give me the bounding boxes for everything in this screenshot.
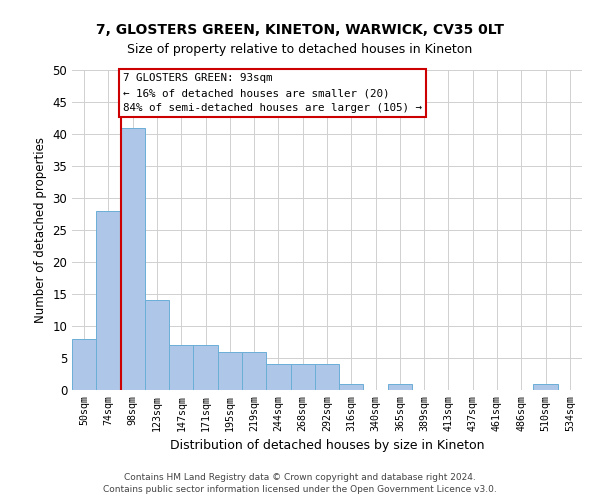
Bar [315, 364, 339, 390]
Y-axis label: Number of detached properties: Number of detached properties [34, 137, 47, 323]
Text: Contains HM Land Registry data © Crown copyright and database right 2024.
Contai: Contains HM Land Registry data © Crown c… [103, 472, 497, 494]
Bar [145, 300, 169, 390]
Text: 7 GLOSTERS GREEN: 93sqm
← 16% of detached houses are smaller (20)
84% of semi-de: 7 GLOSTERS GREEN: 93sqm ← 16% of detache… [123, 73, 422, 113]
Bar [242, 352, 266, 390]
Bar [533, 384, 558, 390]
Bar [121, 128, 145, 390]
Bar [72, 339, 96, 390]
Text: 7, GLOSTERS GREEN, KINETON, WARWICK, CV35 0LT: 7, GLOSTERS GREEN, KINETON, WARWICK, CV3… [96, 22, 504, 36]
Bar [290, 364, 315, 390]
Bar [339, 384, 364, 390]
Bar [169, 345, 193, 390]
Bar [96, 211, 121, 390]
Bar [388, 384, 412, 390]
Bar [218, 352, 242, 390]
Text: Size of property relative to detached houses in Kineton: Size of property relative to detached ho… [127, 42, 473, 56]
X-axis label: Distribution of detached houses by size in Kineton: Distribution of detached houses by size … [170, 439, 484, 452]
Bar [266, 364, 290, 390]
Bar [193, 345, 218, 390]
